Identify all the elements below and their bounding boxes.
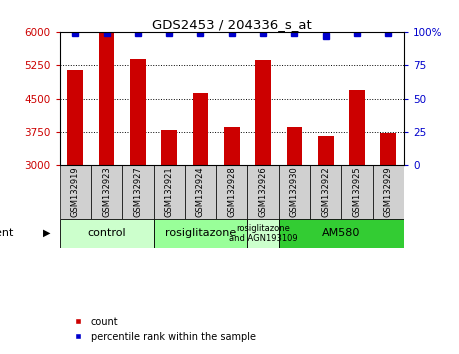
Text: GSM132922: GSM132922	[321, 167, 330, 217]
Title: GDS2453 / 204336_s_at: GDS2453 / 204336_s_at	[152, 18, 312, 31]
Bar	[91, 165, 122, 219]
Text: GSM132921: GSM132921	[165, 167, 174, 217]
Bar	[349, 90, 365, 165]
Bar	[279, 165, 310, 219]
Bar	[255, 60, 271, 165]
Bar	[224, 127, 240, 165]
Bar	[185, 165, 216, 219]
Bar	[247, 219, 279, 248]
Text: GSM132928: GSM132928	[227, 167, 236, 217]
Bar	[154, 165, 185, 219]
Text: GSM132927: GSM132927	[134, 167, 142, 217]
Text: control: control	[87, 228, 126, 238]
Bar	[216, 165, 247, 219]
Bar	[310, 165, 341, 219]
Bar	[373, 165, 404, 219]
Bar	[67, 70, 83, 165]
Text: AM580: AM580	[322, 228, 360, 238]
Text: GSM132929: GSM132929	[384, 167, 393, 217]
Bar	[247, 165, 279, 219]
Bar	[318, 136, 334, 165]
Bar	[341, 165, 373, 219]
Bar	[162, 130, 177, 165]
Bar	[130, 59, 146, 165]
Bar	[381, 133, 396, 165]
Text: GSM132919: GSM132919	[71, 167, 80, 217]
Text: GSM132926: GSM132926	[258, 167, 268, 217]
Text: agent: agent	[0, 228, 14, 238]
Text: GSM132924: GSM132924	[196, 167, 205, 217]
Bar	[154, 219, 247, 248]
Bar	[193, 93, 208, 165]
Bar	[122, 165, 154, 219]
Bar	[60, 165, 91, 219]
Bar	[286, 127, 302, 165]
Legend: count, percentile rank within the sample: count, percentile rank within the sample	[65, 313, 260, 346]
Bar	[279, 219, 404, 248]
Bar	[60, 219, 154, 248]
Text: rosiglitazone: rosiglitazone	[165, 228, 236, 238]
Text: GSM132930: GSM132930	[290, 167, 299, 217]
Bar	[99, 33, 114, 165]
Text: GSM132923: GSM132923	[102, 167, 111, 217]
Text: ▶: ▶	[43, 228, 50, 238]
Text: rosiglitazone
and AGN193109: rosiglitazone and AGN193109	[229, 223, 297, 243]
Text: GSM132925: GSM132925	[353, 167, 362, 217]
